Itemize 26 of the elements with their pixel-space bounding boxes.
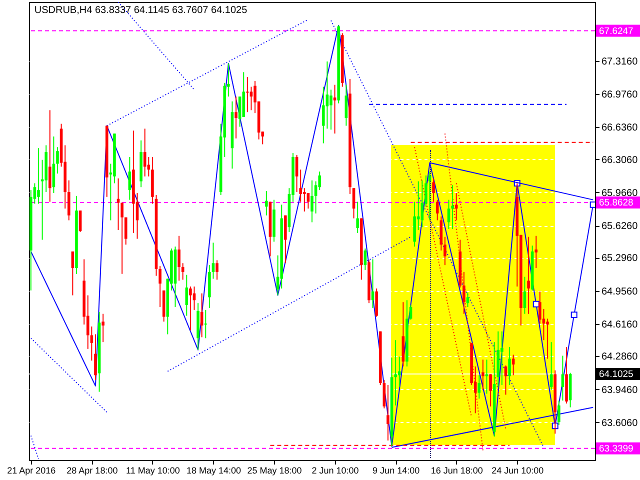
chart-title: USDRUB,H4 63.8337 64.1145 63.7607 64.1025 — [34, 5, 248, 16]
ref-line-label: 64.1025 — [599, 369, 634, 380]
y-tick-label: 66.9760 — [602, 89, 638, 100]
y-tick-label: 65.6260 — [602, 221, 638, 232]
y-tick-label: 65.2960 — [602, 253, 638, 264]
y-tick-label: 65.9660 — [602, 188, 638, 199]
y-tick-label: 66.3060 — [602, 154, 638, 166]
ref-line-label: 65.8628 — [599, 197, 634, 208]
x-tick-label: 18 May 14:00 — [186, 466, 242, 476]
x-tick-label: 28 Apr 18:00 — [66, 466, 118, 476]
ref-line-label: 63.3399 — [599, 443, 634, 454]
y-tick-label: 64.6160 — [602, 319, 638, 330]
y-tick-label: 64.2860 — [602, 352, 638, 363]
x-tick-label: 16 Jun 18:00 — [430, 466, 483, 476]
y-tick-label: 63.9460 — [602, 384, 638, 396]
x-tick-label: 2 Jun 10:00 — [312, 466, 359, 476]
x-tick-label: 11 May 10:00 — [126, 466, 180, 476]
x-tick-label: 9 Jun 14:00 — [372, 466, 420, 476]
y-tick-label: 67.3160 — [602, 56, 638, 68]
ref-line-label: 67.6247 — [599, 26, 634, 37]
y-tick-label: 63.6060 — [602, 418, 638, 429]
y-tick-label: 66.6360 — [602, 122, 638, 134]
x-tick-label: 24 Jun 10:00 — [492, 466, 544, 476]
x-tick-label: 21 Apr 2016 — [7, 466, 56, 476]
y-tick-label: 64.9560 — [602, 286, 638, 298]
x-tick-label: 25 May 18:00 — [247, 466, 302, 476]
